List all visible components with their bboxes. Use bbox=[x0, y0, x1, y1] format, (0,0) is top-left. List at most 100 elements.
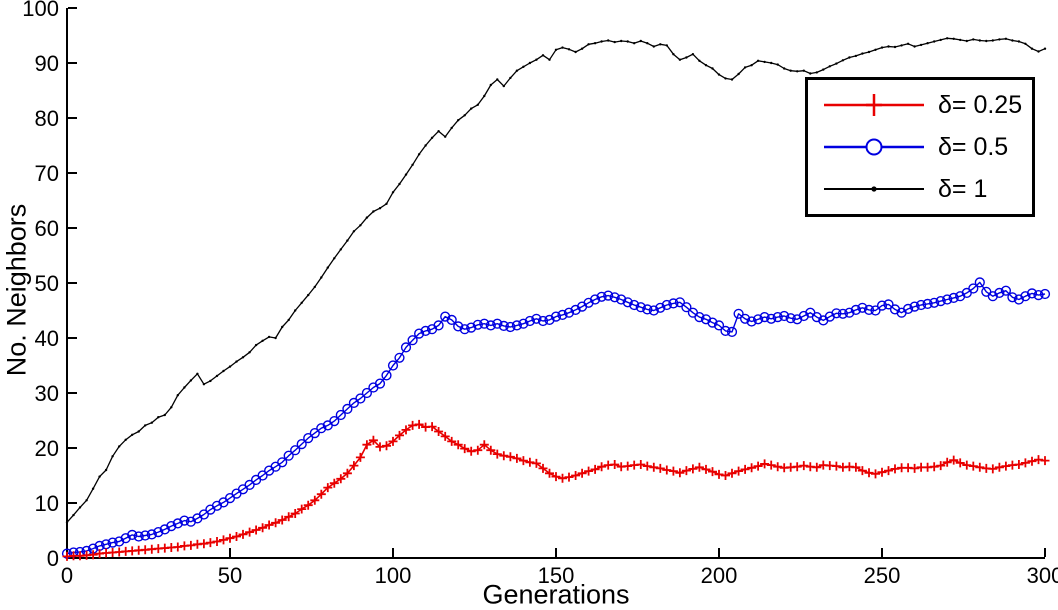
circle-marker bbox=[779, 310, 790, 322]
legend-sample bbox=[824, 94, 924, 116]
circle-marker bbox=[140, 530, 151, 541]
dot-marker bbox=[678, 58, 682, 61]
x-axis-label: Generations bbox=[482, 579, 630, 610]
dot-marker bbox=[841, 59, 845, 62]
circle-marker bbox=[1007, 292, 1018, 303]
dot-marker bbox=[307, 293, 310, 297]
y-tick-label: 30 bbox=[35, 381, 59, 406]
circle-marker bbox=[466, 322, 477, 333]
y-tick-label: 100 bbox=[22, 0, 59, 21]
circle-marker bbox=[290, 445, 301, 456]
circle-marker bbox=[622, 297, 633, 308]
dot-marker bbox=[157, 416, 160, 419]
dot-marker bbox=[724, 77, 727, 80]
circle-marker bbox=[603, 290, 614, 301]
dot-marker bbox=[822, 68, 825, 71]
circle-marker bbox=[713, 320, 725, 331]
dot-marker bbox=[1017, 40, 1021, 43]
dot-marker bbox=[150, 421, 153, 424]
x-tick-label: 100 bbox=[375, 563, 412, 588]
circle-marker bbox=[1033, 290, 1044, 301]
dot-marker bbox=[639, 39, 642, 43]
y-tick-label: 0 bbox=[47, 546, 59, 571]
dot-marker bbox=[333, 257, 336, 260]
dot-marker bbox=[228, 365, 232, 368]
circle-marker bbox=[694, 312, 705, 323]
dot-marker bbox=[978, 39, 981, 42]
series-line bbox=[66, 281, 1046, 555]
circle-marker bbox=[179, 515, 190, 526]
circle-marker bbox=[107, 537, 118, 548]
dot-marker bbox=[189, 379, 193, 382]
dot-marker bbox=[789, 69, 792, 72]
dot-marker bbox=[763, 60, 766, 64]
dot-marker bbox=[365, 216, 369, 219]
dot-marker bbox=[489, 83, 492, 87]
circle-marker bbox=[1039, 288, 1051, 300]
dot-marker bbox=[215, 374, 219, 378]
dot-marker bbox=[274, 336, 277, 340]
y-axis-label: No. Neighbors bbox=[1, 203, 32, 377]
dot-marker bbox=[874, 48, 877, 51]
circle-marker bbox=[531, 313, 542, 324]
dot-marker bbox=[796, 70, 799, 73]
dot-marker bbox=[118, 445, 121, 448]
x-tick-label: 250 bbox=[864, 563, 901, 588]
dot-marker bbox=[176, 394, 179, 397]
circle-marker bbox=[844, 307, 855, 318]
circle-marker bbox=[772, 312, 783, 323]
dot-marker bbox=[835, 62, 838, 65]
dot-marker bbox=[770, 61, 773, 65]
dot-marker bbox=[515, 69, 519, 72]
dot-marker bbox=[887, 45, 890, 48]
dot-marker bbox=[202, 383, 206, 386]
dot-marker bbox=[809, 72, 812, 75]
circle-marker bbox=[752, 314, 764, 325]
dot-marker bbox=[496, 78, 499, 81]
circle-marker bbox=[394, 352, 405, 363]
legend: δ= 0.25 δ= 0.5 δ= 1 bbox=[805, 77, 1035, 217]
series-circle bbox=[61, 277, 1051, 559]
dot-marker bbox=[880, 46, 884, 49]
circle-marker bbox=[374, 378, 386, 389]
plus-markers bbox=[62, 419, 1050, 561]
circle-marker bbox=[329, 416, 340, 427]
dot-marker bbox=[998, 38, 1001, 41]
dot-marker bbox=[463, 114, 466, 117]
dot-marker bbox=[163, 413, 166, 417]
dot-marker bbox=[235, 360, 238, 363]
circle-marker bbox=[342, 403, 353, 415]
circle-marker bbox=[661, 299, 672, 311]
dot-marker bbox=[711, 67, 714, 70]
dot-marker bbox=[574, 50, 577, 54]
dot-marker bbox=[509, 76, 512, 80]
dot-marker bbox=[85, 499, 88, 502]
dot-marker bbox=[124, 438, 127, 441]
x-tick-label: 200 bbox=[701, 563, 738, 588]
circle-marker bbox=[837, 308, 849, 319]
circle-marker bbox=[505, 321, 516, 333]
legend-label: δ= 1 bbox=[938, 174, 988, 203]
dot-marker bbox=[417, 153, 421, 156]
circle-marker bbox=[733, 308, 744, 319]
dot-marker bbox=[900, 44, 903, 47]
circle-marker bbox=[785, 313, 796, 324]
dot-marker bbox=[972, 38, 975, 41]
circle-marker bbox=[674, 297, 686, 308]
dot-marker bbox=[326, 266, 329, 269]
dot-marker bbox=[522, 65, 525, 69]
dot-marker bbox=[633, 42, 636, 45]
circle-marker bbox=[453, 321, 464, 332]
series-dot bbox=[65, 37, 1047, 524]
circle-marker bbox=[283, 450, 294, 461]
dot-marker bbox=[750, 63, 753, 67]
circle-marker bbox=[642, 304, 653, 315]
circle-marker bbox=[616, 294, 627, 305]
circle-marker bbox=[1026, 288, 1038, 299]
circle-marker bbox=[831, 308, 842, 319]
dot-marker bbox=[848, 56, 851, 59]
dot-marker bbox=[72, 513, 75, 517]
dot-marker bbox=[248, 351, 251, 354]
circle-marker bbox=[277, 457, 288, 468]
circle-marker bbox=[387, 360, 399, 371]
